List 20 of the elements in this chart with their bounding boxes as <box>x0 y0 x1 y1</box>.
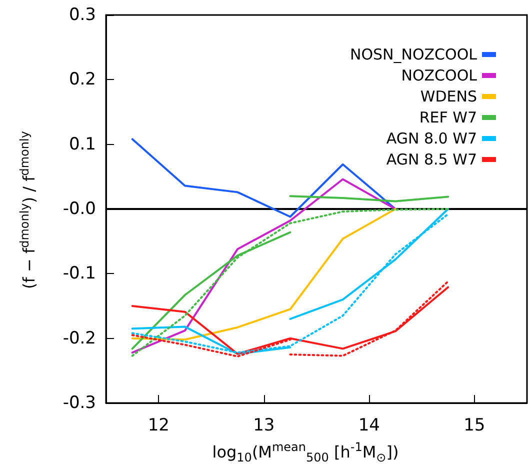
y-tick-label: 0.2 <box>68 70 96 90</box>
legend-label: NOSN_NOZCOOL <box>350 46 478 64</box>
x-tick-label: 13 <box>253 416 275 436</box>
legend-label: NOZCOOL <box>401 66 478 84</box>
legend-label: AGN 8.0 W7 <box>386 130 477 148</box>
line-series <box>131 178 396 354</box>
line-series <box>131 208 396 341</box>
legend-label: AGN 8.5 W7 <box>386 150 477 168</box>
y-tick-label: 0.3 <box>68 5 96 25</box>
y-tick-label: -0.0 <box>62 199 96 219</box>
legend-label: REF W7 <box>419 108 477 126</box>
y-tick-label: 0.1 <box>68 134 96 154</box>
y-tick-label: -0.2 <box>62 328 96 348</box>
x-tick-label: 15 <box>464 416 486 436</box>
x-tick-label: 14 <box>358 416 380 436</box>
legend-label: WDENS <box>420 88 477 106</box>
text: log$_{10}$(M$^{mean}$$_{500}$ [h$^{-1}$M$_{⊙}$]) <box>212 440 399 465</box>
y-tick-label: -0.3 <box>62 393 96 413</box>
y-tick-label: -0.1 <box>62 264 96 284</box>
x-tick-label: 12 <box>148 416 170 436</box>
